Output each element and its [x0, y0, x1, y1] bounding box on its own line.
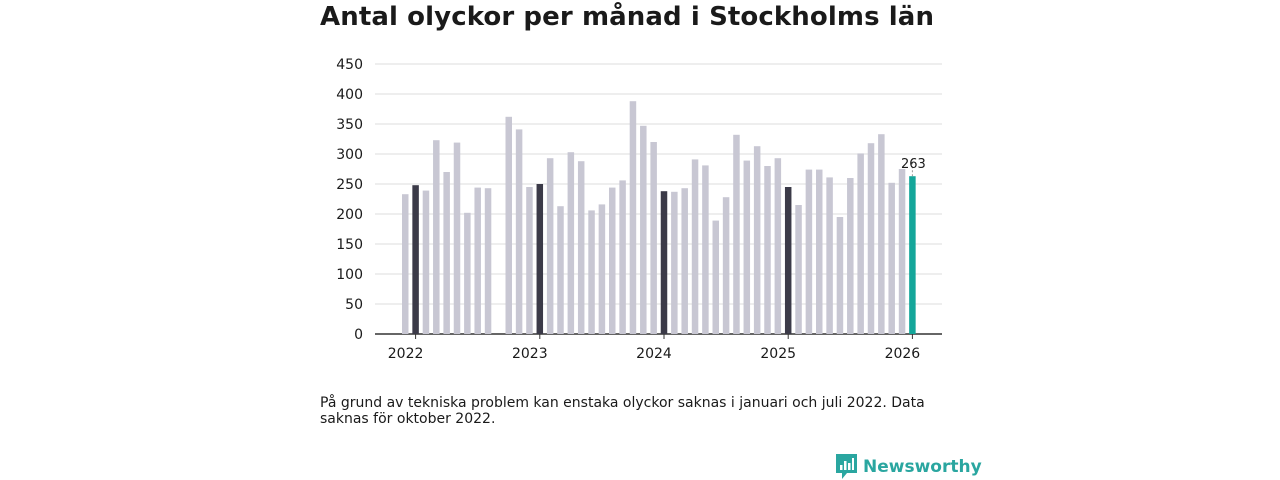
bar	[857, 153, 864, 334]
bar	[743, 160, 751, 334]
bar	[515, 129, 523, 334]
bar	[433, 140, 440, 334]
data-label-latest: 263	[901, 157, 926, 172]
bar	[784, 187, 792, 334]
bar	[805, 169, 813, 334]
bar	[412, 185, 419, 334]
chart-title: Antal olyckor per månad i Stockholms län	[320, 2, 935, 32]
chart-logo-icon	[836, 454, 857, 479]
bar	[464, 212, 471, 334]
bar	[505, 116, 512, 334]
bar	[733, 134, 740, 334]
x-axis-ticks: 2022 2023 2024 2025 2026	[388, 334, 921, 362]
bar	[577, 161, 585, 334]
y-tick-label: 50	[345, 297, 363, 313]
y-tick-label: 400	[336, 87, 363, 103]
bar	[536, 184, 544, 334]
bar	[526, 187, 533, 334]
x-tick-label: 2026	[885, 346, 921, 362]
bar	[546, 158, 554, 334]
bars	[402, 101, 916, 334]
x-tick-label: 2025	[760, 346, 796, 362]
bar	[722, 197, 730, 334]
bar	[909, 176, 916, 334]
bar	[609, 187, 616, 334]
x-tick-label: 2023	[512, 346, 548, 362]
bar	[443, 172, 450, 334]
y-axis-ticks: 0 50 100 150 200 250 300 350 400 450	[336, 57, 363, 343]
bar	[702, 165, 709, 334]
bar	[888, 182, 895, 334]
bar	[650, 142, 657, 334]
bar	[847, 178, 854, 334]
brand-name: Newsworthy	[863, 456, 982, 477]
bar-chart: 0 50 100 150 200 250 300 350 400 450 2022 2023 2024…	[336, 57, 942, 362]
bar	[557, 206, 564, 334]
brand-logo[interactable]: Newsworthy	[836, 454, 982, 479]
y-tick-label: 350	[336, 117, 363, 133]
y-tick-label: 200	[336, 207, 363, 223]
bar	[836, 217, 844, 334]
bar	[826, 177, 833, 334]
y-tick-label: 150	[336, 237, 363, 253]
y-tick-label: 450	[336, 57, 363, 73]
bar	[619, 180, 626, 334]
y-tick-label: 100	[336, 267, 363, 283]
bar	[453, 142, 461, 334]
footnote: På grund av tekniska problem kan enstaka…	[320, 395, 925, 427]
y-tick-label: 300	[336, 147, 363, 163]
bar	[402, 194, 409, 334]
bar	[567, 152, 575, 334]
bar	[598, 204, 606, 334]
bar	[588, 210, 595, 334]
y-tick-label: 250	[336, 177, 363, 193]
bar	[878, 134, 885, 334]
bar	[795, 205, 802, 334]
bar	[867, 143, 875, 334]
y-tick-label: 0	[354, 327, 363, 343]
bar	[660, 191, 668, 334]
bar	[474, 187, 481, 334]
x-tick-label: 2022	[388, 346, 424, 362]
bar	[484, 188, 492, 334]
bar	[671, 191, 678, 334]
bar	[898, 169, 906, 334]
bar	[712, 220, 719, 334]
bar	[681, 188, 688, 334]
bar	[640, 125, 647, 334]
bar	[764, 166, 771, 334]
x-tick-label: 2024	[636, 346, 672, 362]
bar	[774, 158, 782, 334]
bar	[816, 169, 823, 334]
data-labels: 263	[901, 157, 926, 177]
bar	[629, 101, 637, 334]
bar	[422, 190, 430, 334]
bar	[691, 159, 699, 334]
bar	[753, 146, 761, 334]
